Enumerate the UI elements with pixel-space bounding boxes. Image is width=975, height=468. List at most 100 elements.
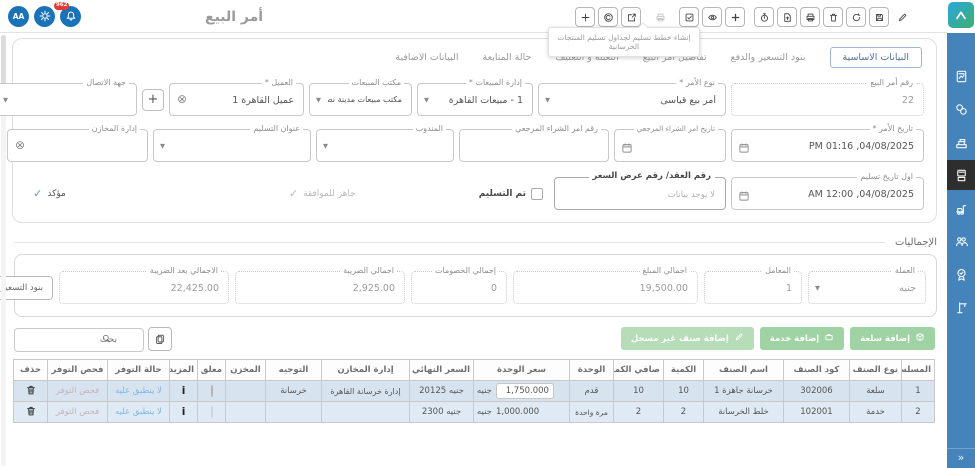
sidebar-item-card-machine-icon-active[interactable]	[947, 160, 975, 190]
delete-icon[interactable]	[823, 7, 843, 27]
tab-packing[interactable]: التعبئة و التغليف	[555, 52, 619, 63]
tab-pricing-terms[interactable]: بنود التسعير والدفع	[730, 52, 806, 63]
cell-delete	[13, 401, 48, 423]
avatar[interactable]: AA	[8, 6, 29, 27]
sidebar-item-team-icon[interactable]	[947, 226, 975, 256]
sales-office-label: مكتب المبيعات	[348, 78, 404, 87]
print-icon[interactable]	[800, 7, 820, 27]
total-discounts-label: إجمالي الخصومات	[431, 266, 499, 275]
copy-icon[interactable]	[598, 7, 618, 27]
salesman-select[interactable]: المندوب ▼	[316, 124, 454, 162]
scrollbar[interactable]	[1, 35, 6, 466]
tab-basic-data[interactable]: البيانات الاساسية	[829, 47, 922, 68]
trash-icon[interactable]	[25, 406, 37, 420]
contact-label: جهة الاتصال	[83, 78, 129, 87]
sales-office-select[interactable]: مكتب المبيعات مكتب مبيعات مدينة نصر ▼	[309, 78, 412, 116]
calendar-icon[interactable]	[738, 187, 750, 206]
sidebar-collapse-button[interactable]: «	[947, 448, 975, 466]
pricing-terms-button[interactable]: بنود التسعير والدفع	[0, 275, 53, 300]
tab-extra-data[interactable]: البيانات الاضافية	[395, 52, 459, 63]
add-service-button[interactable]: إضافة خدمة	[759, 327, 845, 350]
divider	[14, 242, 885, 243]
add-delivery-plans-icon[interactable]	[575, 7, 595, 27]
approve-icon[interactable]	[679, 7, 699, 27]
sidebar-item-document-chart-icon[interactable]	[947, 61, 975, 91]
refresh-icon[interactable]	[846, 7, 866, 27]
availability-link[interactable]: لا ينطبق عليه	[115, 386, 162, 396]
chevron-down-icon: ▼	[3, 96, 8, 104]
first-delivery-date-field[interactable]: اول تاريخ تسليم AM 12:00 ,04/08/2025	[731, 172, 924, 210]
order-type-select[interactable]: نوع الأمر * أمر بيع قياسى ▼	[538, 78, 726, 116]
cell-item-name: خلط الخرسانة	[703, 401, 784, 423]
tab-followup-status[interactable]: حالة المتابعة	[482, 52, 532, 63]
ref-po-date-label: تاريخ امر الشراء المرجعي	[633, 124, 718, 133]
chevron-down-icon: ▼	[815, 284, 820, 292]
settings-button[interactable]	[34, 6, 55, 27]
add-icon[interactable]	[725, 7, 745, 27]
col-qty: الكمية	[663, 359, 704, 381]
notifications-button[interactable]: 962	[54, 2, 81, 27]
currency-select[interactable]: العملة جنيه ▼	[808, 266, 926, 304]
schedule-icon[interactable]	[754, 7, 774, 27]
add-goods-button[interactable]: إضافة سلعة	[850, 327, 935, 350]
sales-dept-select[interactable]: إدارة المبيعات * 1 - مبيعات القاهرة ▼	[417, 78, 533, 116]
delivery-address-select[interactable]: عنوان التسليم ▼	[153, 124, 311, 162]
sidebar-item-badge-check-icon[interactable]	[947, 259, 975, 289]
col-serial: المسلسل	[901, 359, 935, 381]
currency-value: جنيه	[899, 283, 916, 294]
pending-checkbox[interactable]	[210, 406, 213, 418]
tab-bar: البيانات الاساسية بنود التسعير والدفع تف…	[21, 43, 928, 70]
sidebar-item-forklift-icon[interactable]	[947, 193, 975, 223]
clear-icon[interactable]: ⊗	[176, 92, 188, 106]
ref-po-date-field[interactable]: تاريخ امر الشراء المرجعي	[614, 124, 726, 162]
sidebar-item-cash-register-icon[interactable]	[947, 127, 975, 157]
tab-order-details[interactable]: تفاصيل أمر البيع	[642, 52, 707, 63]
delivery-address-label: عنوان التسليم	[250, 124, 303, 133]
cell-item-code: 302006	[783, 380, 850, 402]
pending-checkbox[interactable]	[210, 385, 213, 397]
first-delivery-date-value: AM 12:00 ,04/08/2025	[808, 189, 914, 200]
col-delete: حذف	[13, 359, 48, 381]
unit-price-input[interactable]	[495, 383, 554, 399]
sidebar-item-crane-icon[interactable]	[947, 292, 975, 322]
delivered-checkbox[interactable]: تم التسليم	[479, 187, 543, 200]
contract-number-box: رقم العقد/ رقم عرض السعر لا يوجد بيانات	[554, 171, 726, 210]
calendar-icon[interactable]	[621, 139, 633, 158]
order-date-label: تاريخ الأمر *	[869, 124, 916, 133]
export-file-icon[interactable]	[777, 7, 797, 27]
customer-select[interactable]: العميل * عميل القاهرة 1 ⊗	[169, 78, 304, 116]
confirmed-checkbox[interactable]: مؤكد ✓	[33, 188, 66, 199]
cell-check-availability: فحص التوفر	[47, 380, 108, 402]
add-unregistered-item-button[interactable]: إضافة صنف غير مسجل	[620, 327, 754, 350]
contact-select[interactable]: جهة الاتصال ▼	[0, 78, 137, 116]
copy-rows-button[interactable]	[148, 327, 172, 351]
save-icon[interactable]	[869, 7, 889, 27]
edit-pencil-icon[interactable]	[892, 7, 912, 27]
availability-link[interactable]: لا ينطبق عليه	[115, 407, 162, 417]
duplicate-icon[interactable]	[621, 7, 641, 27]
add-customer-button[interactable]: +	[142, 88, 164, 111]
preview-eye-icon[interactable]	[702, 7, 722, 27]
cell-unit-price: 1,000.000 جنيه	[473, 401, 570, 423]
check-availability-link[interactable]: فحص التوفر	[55, 386, 100, 396]
calendar-icon[interactable]	[738, 139, 750, 158]
order-date-field[interactable]: تاريخ الأمر * PM 01:16 ,04/08/2025	[731, 124, 924, 162]
checkbox-unchecked[interactable]	[531, 187, 543, 200]
trash-icon[interactable]	[25, 385, 37, 399]
sidebar-item-coins-icon[interactable]	[947, 94, 975, 124]
clear-icon[interactable]: ⊗	[14, 138, 26, 152]
avatar-initials: AA	[12, 12, 25, 21]
ref-po-number-input[interactable]: رقم امر الشراء المرجعي	[459, 124, 609, 162]
col-final-price: السعر النهائي	[409, 359, 474, 381]
totals-legend: الإجماليات	[894, 237, 937, 248]
check-availability-link[interactable]: فحص التوفر	[55, 407, 100, 417]
more-info-button[interactable]: i	[181, 385, 186, 397]
cell-routing	[265, 401, 322, 423]
ready-approval-label: جاهز للموافقة	[303, 188, 356, 199]
items-table: المسلسل نوع الصنف كود الصنف اسم الصنف ال…	[13, 359, 935, 423]
more-info-button[interactable]: i	[181, 406, 186, 418]
warehouse-dept-select[interactable]: إدارة المخازن ⊗	[7, 124, 148, 162]
contract-number-label: رقم العقد/ رقم عرض السعر	[588, 171, 715, 181]
form-row-1: رقم أمر البيع 22 نوع الأمر * أمر بيع قيا…	[0, 78, 924, 116]
search-input[interactable]	[14, 328, 144, 352]
